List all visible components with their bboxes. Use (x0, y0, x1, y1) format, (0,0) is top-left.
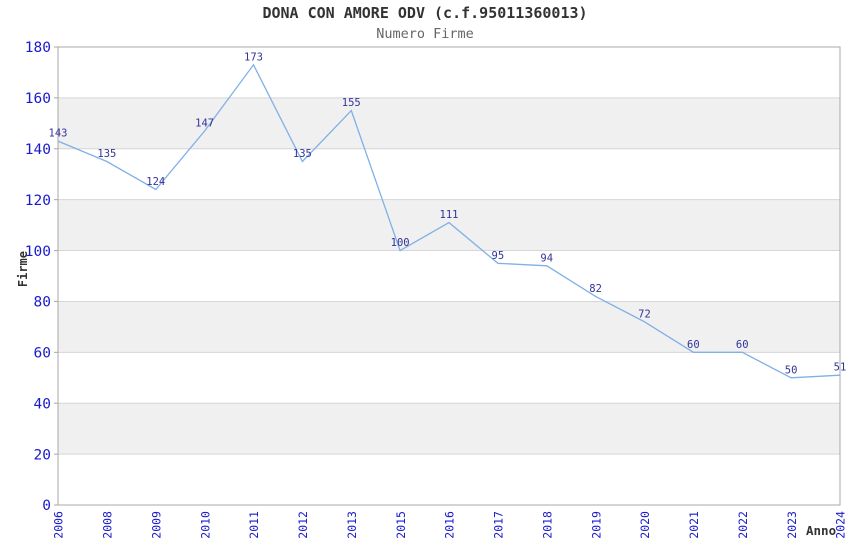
value-label: 111 (440, 209, 459, 221)
plot-border (57, 46, 841, 506)
x-tick-label: 2010 (198, 511, 212, 539)
x-tick-label: 2006 (52, 511, 66, 539)
x-tick-label: 2011 (247, 511, 261, 539)
y-tick-label: 40 (34, 396, 51, 412)
chart-title: DONA CON AMORE ODV (c.f.95011360013) (262, 4, 588, 22)
value-label: 173 (244, 51, 263, 63)
x-tick-label: 2021 (687, 511, 701, 539)
background-band (58, 97, 840, 149)
value-label: 143 (49, 128, 68, 140)
x-axis-title: Anno (806, 523, 837, 538)
y-tick-label: 20 (34, 447, 51, 463)
background-band (58, 199, 840, 251)
x-tick-label: 2012 (296, 511, 310, 539)
background-band (58, 301, 840, 353)
x-tick-label: 2017 (492, 511, 506, 539)
value-label: 60 (736, 339, 749, 351)
value-label: 100 (391, 237, 410, 249)
value-label: 50 (785, 364, 798, 376)
value-label: 94 (540, 252, 553, 264)
y-tick-label: 120 (25, 193, 51, 209)
y-tick-label: 0 (42, 498, 51, 514)
series-line (57, 63, 841, 379)
x-tick-label: 2008 (101, 511, 115, 539)
x-tick-label: 2022 (736, 511, 750, 539)
x-tick-label: 2009 (149, 511, 163, 539)
x-tick-label: 2015 (394, 511, 408, 539)
value-label: 155 (342, 97, 361, 109)
x-tick-label: 2019 (589, 511, 603, 539)
x-tick-label: 2023 (785, 511, 799, 539)
x-tick-label: 2018 (540, 511, 554, 539)
value-label: 72 (638, 308, 651, 320)
y-tick-label: 140 (25, 142, 51, 158)
y-tick-label: 100 (25, 244, 51, 260)
x-tick-label: 2024 (834, 511, 848, 539)
background-band (58, 403, 840, 455)
y-axis-title: Firme (16, 251, 30, 288)
value-label: 147 (195, 117, 214, 129)
value-label: 60 (687, 339, 700, 351)
x-tick-label: 2020 (638, 511, 652, 539)
y-tick-label: 80 (34, 295, 51, 311)
value-label: 51 (834, 362, 847, 374)
chart-subtitle: Numero Firme (376, 26, 474, 42)
x-tick-label: 2013 (345, 511, 359, 539)
value-label: 82 (589, 283, 602, 295)
y-tick-label: 160 (25, 91, 51, 107)
y-tick-label: 60 (34, 346, 51, 362)
value-label: 124 (146, 176, 165, 188)
y-tick-label: 180 (25, 40, 51, 56)
value-label: 95 (492, 250, 505, 262)
value-label: 135 (293, 148, 312, 160)
x-tick-label: 2016 (443, 511, 457, 539)
value-label: 135 (97, 148, 116, 160)
